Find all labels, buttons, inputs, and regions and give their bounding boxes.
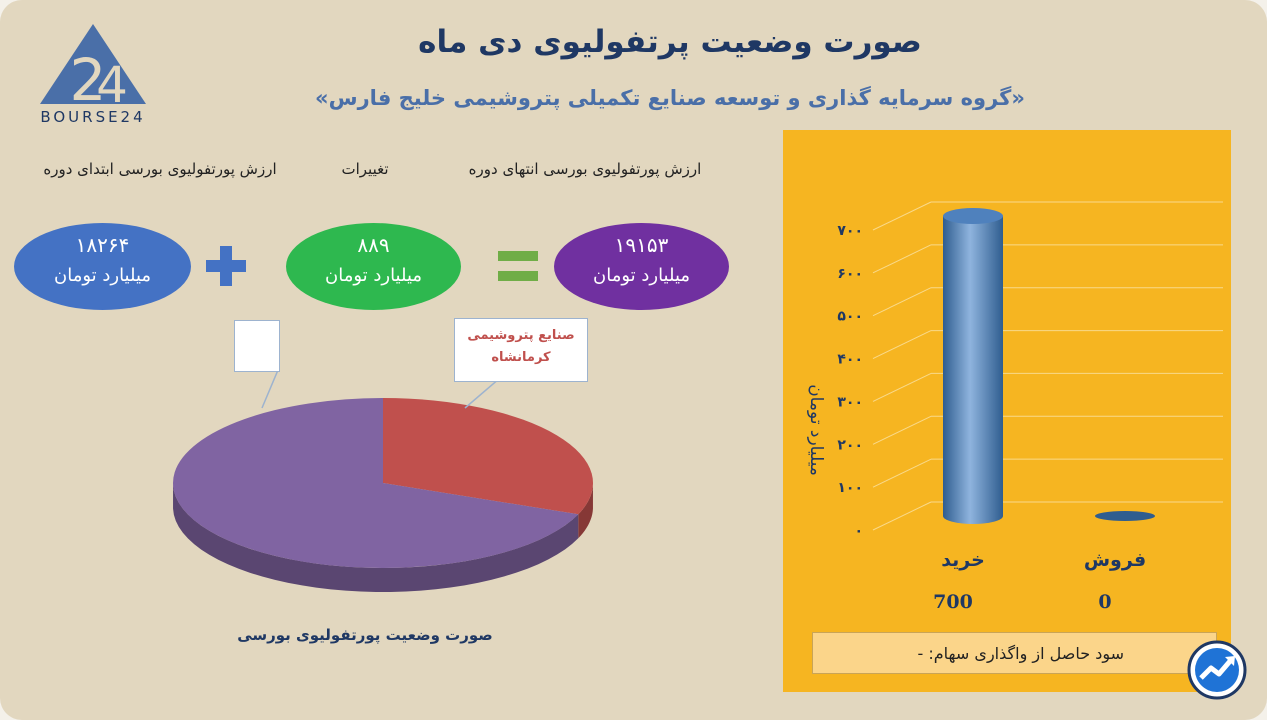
page-subtitle: «گروه سرمایه گذاری و توسعه صنایع تکمیلی … — [315, 86, 1025, 110]
change-label: تغییرات — [341, 160, 389, 178]
logo-text: BOURSE24 — [40, 108, 146, 126]
bourse24-logo-icon: 2 4 — [40, 24, 146, 114]
start-value: ۱۸۲۶۴ — [75, 233, 130, 257]
change-unit: میلیارد تومان — [324, 265, 423, 286]
y-tick-label: ۶۰۰ — [837, 266, 863, 282]
y-tick-label: ۰ — [854, 523, 863, 539]
kermanshah-label-2: کرمانشاه — [491, 350, 551, 365]
bar-chart-panel — [783, 130, 1231, 692]
plus-icon — [206, 246, 246, 286]
grid-diag-7 — [872, 201, 932, 231]
y-tick-label: ۴۰۰ — [837, 352, 863, 368]
bar-1 — [1095, 511, 1155, 521]
y-tick-label: ۲۰۰ — [837, 437, 863, 453]
equals-icon — [498, 251, 538, 281]
pie-slice-0 — [383, 398, 593, 515]
pie-side-0 — [578, 484, 593, 539]
category-label: خرید — [941, 549, 985, 571]
trend-arrow-icon — [1187, 640, 1247, 700]
bar-chart: ۰ ۱۰۰ ۲۰۰ ۳۰۰ ۴۰۰ ۵۰۰ ۶۰۰ ۷۰۰ میلیارد تومان خرید 7… — [806, 201, 1223, 613]
pie-side-1 — [173, 484, 579, 592]
pie-slice-1 — [173, 398, 579, 568]
grid-diag-0 — [872, 501, 932, 531]
other-leader-line — [261, 369, 279, 409]
change-value: ۸۸۹ — [357, 233, 390, 257]
kermanshah-callout: صنایع پتروشیمی کرمانشاه — [454, 318, 588, 382]
start-value-label: ارزش پورتفولیوی بورسی ابتدای دوره — [43, 160, 277, 178]
y-axis-label: میلیارد تومان — [806, 384, 826, 476]
y-tick-label: ۷۰۰ — [837, 223, 863, 239]
grid-diag-5 — [872, 287, 932, 317]
start-value-ellipse: ۱۸۲۶۴ میلیارد تومان — [14, 223, 191, 310]
end-unit: میلیارد تومان — [592, 265, 691, 286]
change-value-ellipse: ۸۸۹ میلیارد تومان — [286, 223, 461, 310]
end-value-label: ارزش پورتفولیوی بورسی انتهای دوره — [468, 160, 702, 178]
grid-diag-3 — [872, 372, 932, 402]
grid-diag-2 — [872, 415, 932, 445]
profit-box: سود حاصل از واگذاری سهام: - — [812, 632, 1217, 674]
end-value: ۱۹۱۵۳ — [614, 233, 669, 257]
end-value-ellipse: ۱۹۱۵۳ میلیارد تومان — [554, 223, 729, 310]
y-tick-label: ۵۰۰ — [837, 309, 863, 325]
start-unit: میلیارد تومان — [53, 265, 152, 286]
other-callout — [234, 320, 280, 372]
kermanshah-label-1: صنایع پتروشیمی — [467, 328, 575, 343]
grid-diag-1 — [872, 458, 932, 488]
kermanshah-leader-line — [464, 377, 501, 409]
category-label: فروش — [1084, 549, 1146, 571]
y-tick-label: ۱۰۰ — [837, 480, 863, 496]
page-title: صورت وضعیت پرتفولیوی دی ماه — [418, 24, 922, 60]
svg-text:2: 2 — [70, 46, 107, 114]
value-label: 0 — [1098, 591, 1111, 613]
svg-text:4: 4 — [96, 56, 128, 114]
bar-0 — [943, 208, 1003, 524]
pie-caption: صورت وضعیت پورتفولیوی بورسی — [237, 626, 493, 644]
pie-chart — [173, 369, 593, 592]
grid-diag-4 — [872, 330, 932, 360]
y-tick-label: ۳۰۰ — [837, 394, 863, 410]
value-label: 700 — [933, 591, 973, 613]
grid-diag-6 — [872, 244, 932, 274]
